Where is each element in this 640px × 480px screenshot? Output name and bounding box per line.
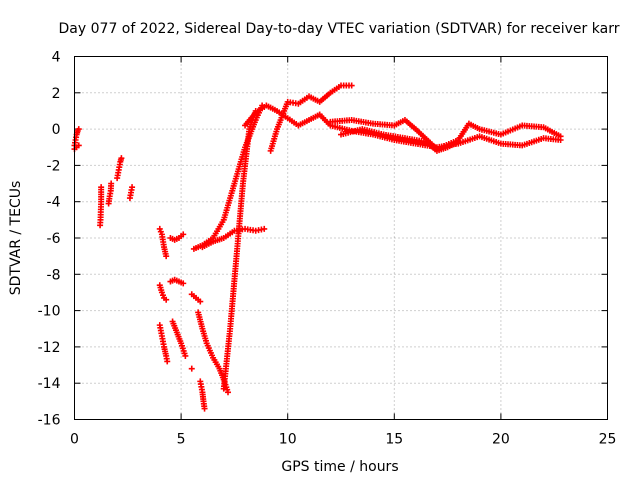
y-tick-label: -6 [47,231,61,247]
series-seg7 [156,225,170,260]
data-point [225,389,232,396]
series-seg3 [97,184,105,229]
x-tick-label: 10 [279,432,297,448]
grid-lines [74,56,608,420]
series-seg8 [156,282,170,303]
data-point [118,155,125,162]
y-tick-label: 2 [52,86,61,102]
data-point [75,142,82,149]
data-point [163,296,170,303]
data-point [188,365,195,372]
y-tick-label: -16 [38,413,61,429]
x-tick-label: 25 [599,432,617,448]
series-seg12 [169,318,189,359]
series-seg20 [242,102,323,129]
axis-ticks [74,56,608,420]
series-seg18 [199,225,268,251]
data-point [164,358,171,365]
chart-title: Day 077 of 2022, Sidereal Day-to-day VTE… [59,21,620,37]
data-point [197,298,204,305]
data-point [348,82,355,89]
data-point [261,225,268,232]
y-tick-label: 4 [52,50,61,66]
data-point [75,126,82,133]
series-seg10 [167,231,187,243]
x-tick-label: 0 [70,432,79,448]
data-point [455,138,462,145]
y-tick-labels: -16 -14 -12 -10 -8 -6 -4 -2 0 2 4 [38,50,61,429]
x-axis-label: GPS time / hours [281,459,398,475]
y-tick-label: 0 [52,122,61,138]
series-seg13 [188,291,204,305]
series-seg2 [71,142,82,153]
data-point [129,184,136,191]
data-point [163,253,170,260]
data-point [182,352,189,359]
series-seg15 [197,378,208,412]
data-points [71,82,564,412]
series-seg19 [220,107,259,392]
series-seg14 [188,365,195,372]
data-point [180,231,187,238]
y-tick-label: -2 [47,158,61,174]
series-seg21 [267,82,355,154]
y-axis-label: SDTVAR / TECUs [8,181,24,296]
data-point [201,405,208,412]
y-tick-label: -14 [38,376,61,392]
plot-frame [74,56,608,420]
data-point [98,184,105,191]
series-seg6 [126,184,136,202]
x-tick-labels: 0 5 10 15 20 25 [70,432,616,448]
data-point [557,133,564,140]
series-seg11 [167,276,187,287]
series-seg4 [105,180,115,207]
data-point [180,280,187,287]
y-tick-label: -10 [38,304,61,320]
data-point [108,180,115,187]
x-tick-label: 15 [385,432,403,448]
x-tick-label: 5 [177,432,186,448]
x-tick-label: 20 [492,432,510,448]
series-seg24 [338,126,462,154]
y-tick-label: -12 [38,340,61,356]
y-tick-label: -8 [47,267,61,283]
series-seg5 [114,155,125,182]
series-seg17 [190,102,266,252]
series-seg9 [156,322,171,365]
y-tick-label: -4 [47,195,61,211]
